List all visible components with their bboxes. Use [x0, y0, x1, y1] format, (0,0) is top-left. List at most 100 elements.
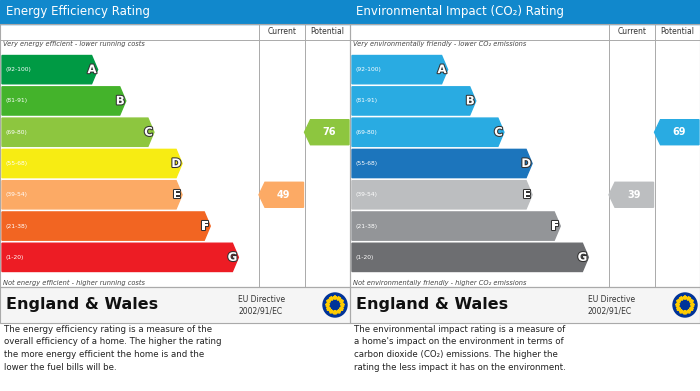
Polygon shape — [340, 307, 344, 310]
Polygon shape — [676, 303, 680, 307]
Polygon shape — [304, 120, 349, 145]
Polygon shape — [329, 296, 333, 300]
Bar — [350, 287, 700, 323]
Polygon shape — [690, 299, 694, 303]
Text: (92-100): (92-100) — [355, 67, 381, 72]
Polygon shape — [333, 310, 337, 314]
Text: (92-100): (92-100) — [5, 67, 31, 72]
Text: D: D — [172, 157, 181, 170]
Polygon shape — [326, 303, 330, 307]
Text: (55-68): (55-68) — [355, 161, 377, 166]
Polygon shape — [679, 296, 683, 300]
Text: (39-54): (39-54) — [355, 192, 377, 197]
Polygon shape — [340, 299, 344, 303]
Text: C: C — [494, 126, 503, 139]
Text: Not energy efficient - higher running costs: Not energy efficient - higher running co… — [3, 280, 145, 286]
Text: C: C — [144, 126, 153, 139]
Polygon shape — [352, 56, 447, 84]
Polygon shape — [2, 181, 182, 209]
Text: Current: Current — [267, 27, 296, 36]
Bar — [350, 24, 700, 287]
Polygon shape — [326, 307, 330, 310]
Text: B: B — [466, 95, 475, 108]
Polygon shape — [676, 307, 680, 310]
Bar — [350, 24, 700, 287]
Text: Energy Efficiency Rating: Energy Efficiency Rating — [6, 5, 150, 18]
Text: F: F — [551, 220, 559, 233]
Text: A: A — [88, 63, 97, 76]
Polygon shape — [676, 299, 680, 303]
Polygon shape — [690, 303, 694, 307]
Polygon shape — [333, 295, 337, 300]
Polygon shape — [2, 56, 97, 84]
Text: (1-20): (1-20) — [355, 255, 373, 260]
Text: The energy efficiency rating is a measure of the
overall efficiency of a home. T: The energy efficiency rating is a measur… — [4, 325, 221, 371]
Bar — [0, 287, 350, 323]
Polygon shape — [687, 309, 691, 313]
Bar — [0, 0, 350, 24]
Text: (55-68): (55-68) — [5, 161, 27, 166]
Polygon shape — [329, 309, 333, 313]
Bar — [0, 287, 350, 323]
Polygon shape — [352, 243, 589, 271]
Polygon shape — [326, 299, 330, 303]
Text: (69-80): (69-80) — [355, 130, 377, 135]
Text: (21-38): (21-38) — [5, 224, 27, 229]
Text: F: F — [201, 220, 209, 233]
Text: (81-91): (81-91) — [355, 99, 377, 104]
Text: 69: 69 — [673, 127, 686, 137]
Polygon shape — [340, 303, 344, 307]
Text: EU Directive
2002/91/EC: EU Directive 2002/91/EC — [588, 294, 635, 316]
Text: The environmental impact rating is a measure of
a home's impact on the environme: The environmental impact rating is a mea… — [354, 325, 566, 371]
Text: B: B — [116, 95, 125, 108]
Text: England & Wales: England & Wales — [356, 298, 508, 312]
Bar — [0, 24, 350, 287]
Polygon shape — [679, 309, 683, 313]
Polygon shape — [683, 295, 687, 300]
Text: (21-38): (21-38) — [355, 224, 377, 229]
Circle shape — [323, 293, 347, 317]
Text: Potential: Potential — [310, 27, 344, 36]
Polygon shape — [337, 296, 341, 300]
Polygon shape — [259, 182, 304, 207]
Text: Environmental Impact (CO₂) Rating: Environmental Impact (CO₂) Rating — [356, 5, 564, 18]
Polygon shape — [654, 120, 699, 145]
Polygon shape — [352, 212, 560, 240]
Text: EU Directive
2002/91/EC: EU Directive 2002/91/EC — [238, 294, 285, 316]
Text: E: E — [173, 188, 181, 201]
Polygon shape — [2, 212, 210, 240]
Text: (1-20): (1-20) — [5, 255, 23, 260]
Text: Very energy efficient - lower running costs: Very energy efficient - lower running co… — [3, 41, 145, 47]
Text: (69-80): (69-80) — [5, 130, 27, 135]
Text: G: G — [228, 251, 237, 264]
Polygon shape — [2, 149, 182, 178]
Polygon shape — [2, 87, 126, 115]
Text: Potential: Potential — [660, 27, 694, 36]
Bar — [350, 0, 700, 24]
Polygon shape — [337, 309, 341, 313]
Polygon shape — [352, 181, 532, 209]
Text: (81-91): (81-91) — [5, 99, 27, 104]
Text: 49: 49 — [277, 190, 290, 200]
Text: Not environmentally friendly - higher CO₂ emissions: Not environmentally friendly - higher CO… — [353, 280, 526, 286]
Polygon shape — [690, 307, 694, 310]
Text: 76: 76 — [323, 127, 336, 137]
Polygon shape — [352, 118, 504, 146]
Polygon shape — [352, 87, 476, 115]
Polygon shape — [352, 149, 532, 178]
Polygon shape — [609, 182, 654, 207]
Text: D: D — [522, 157, 531, 170]
Polygon shape — [687, 296, 691, 300]
Bar — [350, 287, 700, 323]
Text: England & Wales: England & Wales — [6, 298, 158, 312]
Text: A: A — [438, 63, 447, 76]
Text: G: G — [578, 251, 587, 264]
Text: (39-54): (39-54) — [5, 192, 27, 197]
Text: Current: Current — [617, 27, 646, 36]
Text: 39: 39 — [627, 190, 640, 200]
Circle shape — [673, 293, 697, 317]
Polygon shape — [2, 118, 154, 146]
Text: E: E — [523, 188, 531, 201]
Text: Very environmentally friendly - lower CO₂ emissions: Very environmentally friendly - lower CO… — [353, 41, 526, 47]
Polygon shape — [683, 310, 687, 314]
